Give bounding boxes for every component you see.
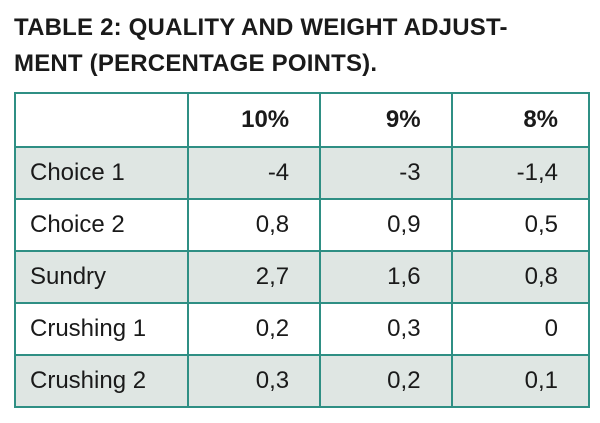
row-label: Sundry bbox=[14, 250, 189, 304]
value-cell: -1,4 bbox=[450, 146, 591, 200]
value-cell: 2,7 bbox=[186, 250, 322, 304]
value-cell: 0,3 bbox=[319, 302, 453, 356]
header-cell: 8% bbox=[450, 92, 591, 148]
value-cell: 0,2 bbox=[319, 354, 453, 408]
value-cell: 0,3 bbox=[186, 354, 322, 408]
table-row: Choice 1 -4 -3 -1,4 bbox=[14, 146, 591, 200]
title-line: TABLE 2: QUALITY AND WEIGHT ADJUST- bbox=[14, 14, 508, 41]
value-cell: 1,6 bbox=[319, 250, 453, 304]
table-row: Sundry 2,7 1,6 0,8 bbox=[14, 250, 591, 304]
row-label: Choice 1 bbox=[14, 146, 189, 200]
value-cell: 0,8 bbox=[450, 250, 591, 304]
header-cell bbox=[14, 92, 189, 148]
data-table: 10% 9% 8% Choice 1 -4 -3 -1,4 Choice 2 0,8 0,9… bbox=[14, 92, 591, 408]
value-cell: 0 bbox=[450, 302, 591, 356]
title-line: MENT (PERCENTAGE POINTS). bbox=[14, 50, 378, 77]
value-cell: 0,8 bbox=[186, 198, 322, 252]
value-cell: -4 bbox=[186, 146, 322, 200]
header-cell: 10% bbox=[186, 92, 322, 148]
row-label: Choice 2 bbox=[14, 198, 189, 252]
row-label: Crushing 1 bbox=[14, 302, 189, 356]
header-cell: 9% bbox=[319, 92, 453, 148]
table-title: TABLE 2: QUALITY AND WEIGHT ADJUST- MENT… bbox=[14, 10, 508, 82]
table-row: Crushing 2 0,3 0,2 0,1 bbox=[14, 354, 591, 408]
value-cell: 0,2 bbox=[186, 302, 322, 356]
value-cell: 0,9 bbox=[319, 198, 453, 252]
value-cell: 0,5 bbox=[450, 198, 591, 252]
header-row: 10% 9% 8% bbox=[14, 92, 591, 148]
value-cell: 0,1 bbox=[450, 354, 591, 408]
value-cell: -3 bbox=[319, 146, 453, 200]
table-row: Choice 2 0,8 0,9 0,5 bbox=[14, 198, 591, 252]
row-label: Crushing 2 bbox=[14, 354, 189, 408]
table-row: Crushing 1 0,2 0,3 0 bbox=[14, 302, 591, 356]
